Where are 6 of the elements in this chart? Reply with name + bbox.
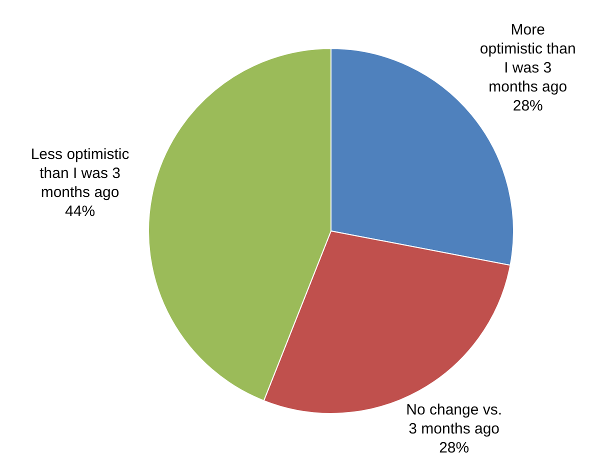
data-label: 44%	[65, 202, 96, 220]
slice-label: No change vs. 3 months ago	[406, 402, 502, 438]
slice-label: Less optimistic than I was 3 months ago	[30, 146, 130, 201]
data-label: 28%	[512, 97, 543, 114]
data-label: 28%	[439, 440, 470, 457]
slice-label: More optimistic than I was 3 months ago	[480, 21, 576, 96]
